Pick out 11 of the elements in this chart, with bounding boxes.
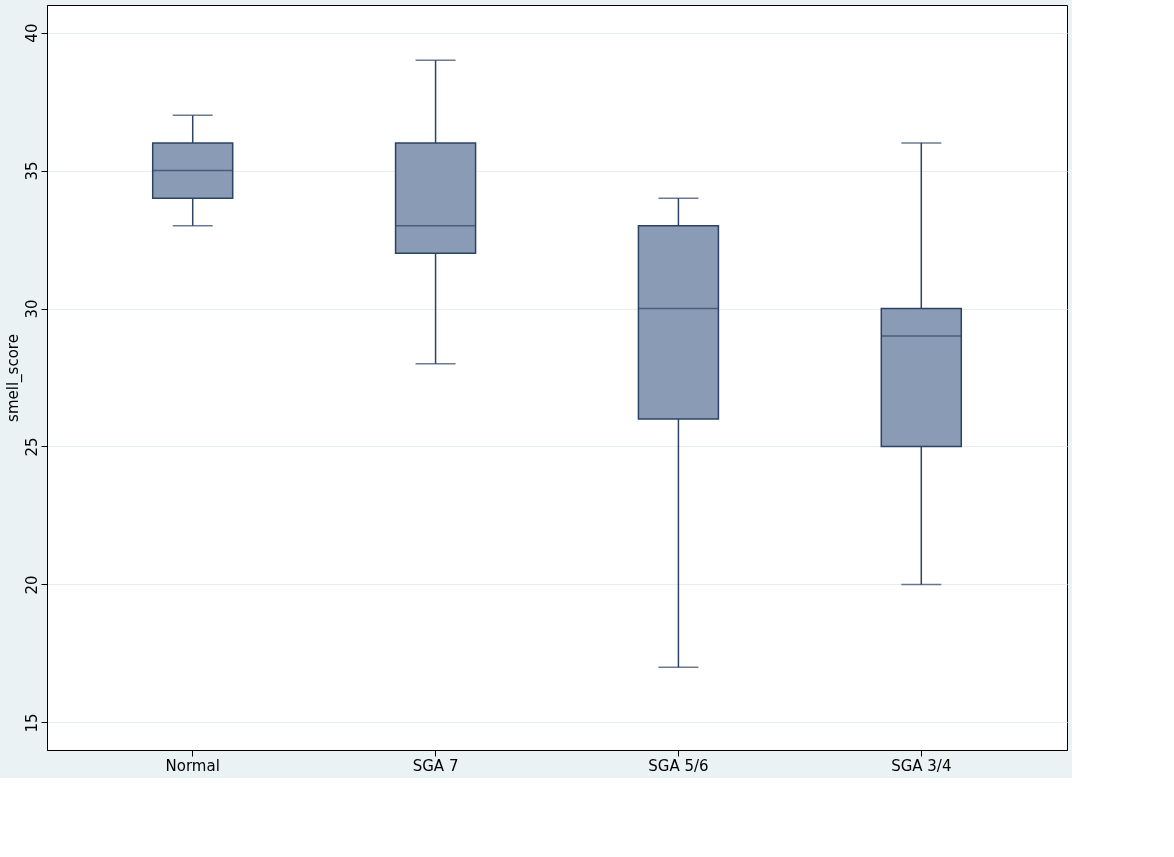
y-tick-label: 20 <box>22 575 41 595</box>
y-tick-label: 40 <box>22 23 41 43</box>
x-tick-label: SGA 7 <box>412 756 459 775</box>
y-tick-label: 30 <box>22 299 41 319</box>
y-tick-label: 15 <box>22 713 41 733</box>
y-tick-label: 25 <box>22 437 41 457</box>
x-tick-label: SGA 3/4 <box>891 756 952 775</box>
y-axis-title: smell_score <box>3 334 23 422</box>
y-tick-label: 35 <box>22 161 41 181</box>
x-tick-label: Normal <box>165 756 220 775</box>
x-tick-label: SGA 5/6 <box>648 756 709 775</box>
